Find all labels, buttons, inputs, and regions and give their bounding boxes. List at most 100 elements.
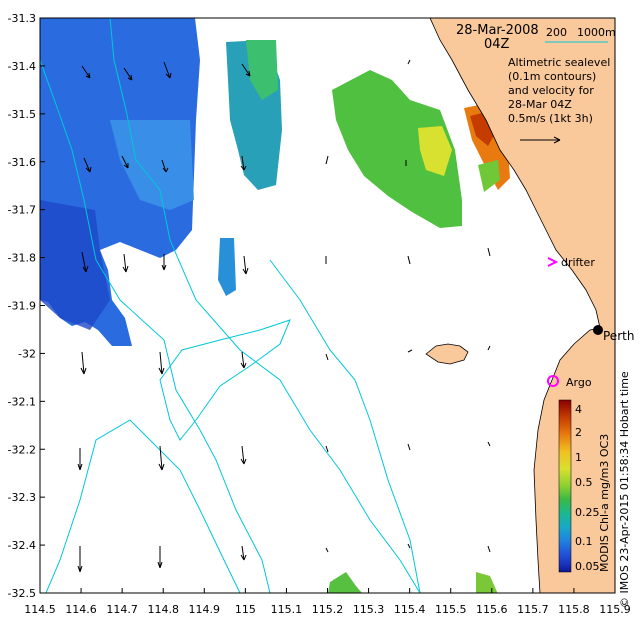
x-tick-label: 115.6 — [476, 603, 508, 616]
isobath-loop — [159, 319, 291, 441]
y-tick-label: -32.2 — [8, 443, 36, 456]
colorbar-title: MODIS Chl-a mg/m3 OC3 — [598, 434, 611, 572]
y-tick-label: -32 — [18, 347, 36, 360]
x-tick-label: 115.8 — [558, 603, 590, 616]
y-tick-label: -32.4 — [8, 539, 36, 552]
colorbar-tick: 1 — [575, 451, 582, 464]
argo-marker — [547, 375, 559, 387]
chlorophyll-patch-south-coast — [476, 572, 498, 593]
chlorophyll-patch-coastal-green — [478, 160, 500, 192]
x-tick-label: 115.3 — [353, 603, 385, 616]
y-tick-label: -31.5 — [8, 108, 36, 121]
velocity-arrow — [325, 445, 329, 453]
x-tick-label: 115.4 — [394, 603, 426, 616]
legend-line-4: 28-Mar 04Z — [508, 98, 572, 111]
perth-marker — [593, 325, 603, 335]
y-tick-label: -31.3 — [8, 12, 36, 25]
y-tick-label: -31.4 — [8, 60, 36, 73]
velocity-arrow — [487, 247, 491, 257]
x-tick-label: 115.2 — [312, 603, 344, 616]
y-tick-label: -31.8 — [8, 252, 36, 265]
velocity-arrow — [77, 448, 83, 471]
colorbar-ticks: 4 2 1 0.5 0.25 0.1 0.05 — [575, 403, 600, 573]
velocity-arrow — [157, 546, 163, 569]
y-tick-label: -32.5 — [8, 587, 36, 600]
colorbar-tick: 2 — [575, 426, 582, 439]
velocity-arrow — [158, 445, 165, 471]
x-axis: 114.5 114.6 114.7 114.8 114.9 115 115.1 115.2 11… — [24, 588, 631, 616]
y-axis: -31.3 -31.4 -31.5 -31.6 -31.7 -31.8 -31.9 -32 -3… — [8, 12, 45, 600]
chlorophyll-patch-west-light — [110, 120, 194, 210]
drifter-marker — [547, 257, 559, 267]
velocity-arrow — [325, 155, 329, 165]
y-tick-label: -31.7 — [8, 204, 36, 217]
velocity-arrow — [242, 255, 249, 275]
chlorophyll-patch-small — [218, 238, 236, 296]
y-tick-label: -32.3 — [8, 491, 36, 504]
velocity-arrow — [77, 546, 83, 573]
x-tick-label: 114.6 — [65, 603, 97, 616]
chlorophyll-patch-central-yellow — [418, 126, 452, 176]
velocity-arrow — [123, 67, 133, 81]
land-rottnest-island — [425, 343, 469, 365]
date-label: 28-Mar-2008 — [456, 23, 539, 38]
y-tick-label: -32.1 — [8, 395, 36, 408]
velocity-arrow — [407, 59, 411, 65]
chlorophyll-patch-central-green — [332, 70, 462, 228]
velocity-arrow — [407, 255, 411, 265]
velocity-arrow — [241, 63, 251, 77]
velocity-arrow — [80, 351, 87, 375]
velocity-arrow — [240, 351, 247, 369]
velocity-arrow — [240, 155, 247, 171]
x-tick-label: 115.5 — [435, 603, 467, 616]
y-tick-label: -31.6 — [8, 156, 36, 169]
chlorophyll-patch-west-dark — [40, 200, 110, 330]
time-label: 04Z — [484, 37, 510, 52]
x-tick-label: 115.9 — [599, 603, 631, 616]
legend-line-5: 0.5m/s (1kt 3h) — [508, 112, 593, 125]
y-tick-label: -31.9 — [8, 300, 36, 313]
velocity-arrow — [407, 443, 411, 451]
legend-line-3: and velocity for — [508, 84, 594, 97]
legend-line-2: (0.1m contours) — [508, 70, 596, 83]
velocity-arrow — [161, 254, 167, 271]
velocity-arrows — [77, 59, 491, 573]
velocity-arrow — [240, 545, 247, 561]
isobath-shelf — [40, 59, 271, 593]
isobath-1000m — [45, 419, 241, 593]
velocity-arrow — [325, 547, 329, 553]
velocity-arrow — [407, 349, 413, 353]
velocity-arrow — [122, 253, 129, 273]
velocity-arrow — [81, 65, 91, 79]
depth-1000-label: 1000m — [577, 26, 616, 39]
isobath-200m — [109, 18, 421, 593]
x-tick-label: 114.7 — [106, 603, 138, 616]
velocity-arrow — [240, 445, 247, 465]
velocity-arrow — [161, 159, 169, 173]
legend-velocity-arrow — [520, 136, 561, 144]
legend-line-1: Altimetric sealevel — [508, 56, 610, 69]
colorbar — [558, 399, 572, 573]
depth-200-label: 200 — [546, 26, 567, 39]
x-tick-label: 115.7 — [517, 603, 549, 616]
argo-label: Argo — [566, 376, 592, 389]
velocity-arrow — [325, 353, 329, 361]
velocity-arrow — [158, 351, 165, 375]
credit-label: © IMOS 23-Apr-2015 01:58:34 Hobart time — [618, 371, 631, 608]
colorbar-tick: 0.05 — [575, 560, 600, 573]
colorbar-tick: 4 — [575, 403, 582, 416]
velocity-arrow — [121, 155, 129, 169]
x-tick-label: 114.8 — [147, 603, 179, 616]
chlorophyll-patch-center-west-green — [246, 40, 278, 100]
chlorophyll-patch-south — [328, 572, 362, 593]
velocity-arrow — [83, 157, 92, 173]
x-tick-label: 115 — [235, 603, 256, 616]
colorbar-tick: 0.25 — [575, 506, 600, 519]
colorbar-tick: 0.1 — [575, 535, 593, 548]
x-tick-label: 115.1 — [271, 603, 303, 616]
perth-label: Perth — [603, 329, 634, 343]
colorbar-tick: 0.5 — [575, 476, 593, 489]
velocity-arrow — [487, 345, 491, 351]
velocity-arrow — [407, 543, 411, 549]
